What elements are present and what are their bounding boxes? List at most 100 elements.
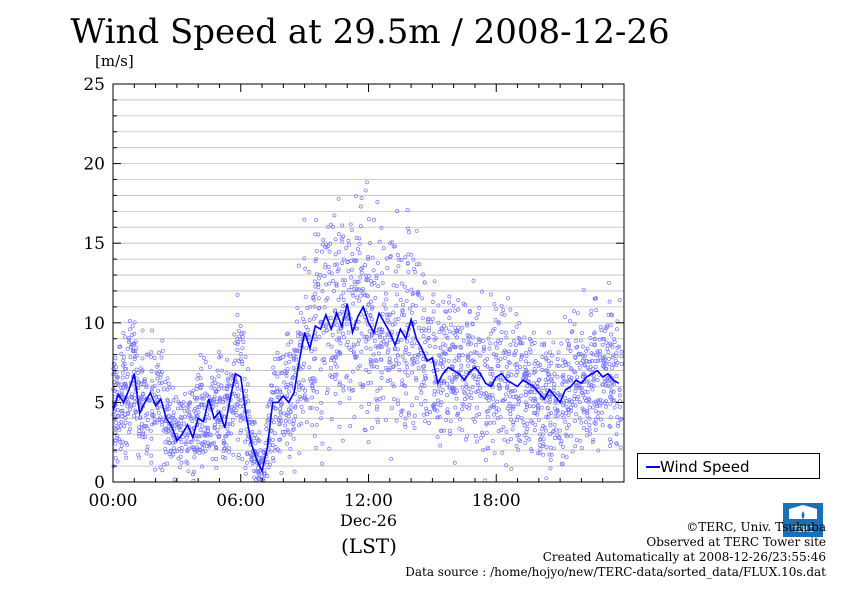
scatter-point (564, 404, 569, 409)
scatter-point (591, 437, 596, 442)
scatter-point (251, 468, 256, 473)
scatter-point (283, 419, 288, 424)
scatter-point (506, 296, 510, 301)
scatter-point (314, 272, 319, 277)
scatter-point (550, 353, 554, 358)
scatter-point (437, 414, 442, 419)
scatter-point (448, 346, 452, 351)
scatter-point (454, 396, 459, 401)
scatter-point (322, 274, 327, 279)
scatter-point (450, 379, 455, 384)
scatter-point (366, 440, 371, 445)
scatter-point (506, 371, 511, 376)
scatter-point (330, 224, 335, 229)
scatter-point (507, 388, 512, 393)
scatter-point (575, 344, 580, 349)
scatter-point (313, 259, 318, 264)
scatter-point (362, 293, 367, 298)
scatter-point (312, 357, 317, 362)
scatter-point (578, 338, 583, 343)
scatter-point (484, 391, 489, 396)
scatter-point (448, 419, 453, 424)
scatter-point (609, 395, 614, 400)
scatter-point (307, 318, 312, 322)
scatter-point (487, 395, 492, 400)
scatter-point (127, 319, 132, 323)
scatter-point (532, 341, 537, 345)
scatter-point (113, 448, 118, 453)
scatter-point (445, 381, 450, 386)
scatter-point (234, 394, 239, 398)
scatter-point (404, 345, 408, 350)
scatter-point (390, 329, 395, 334)
scatter-point (391, 365, 396, 370)
scatter-point (573, 403, 578, 408)
scatter-point (393, 317, 398, 322)
scatter-point (594, 399, 599, 404)
scatter-point (607, 424, 612, 428)
scatter-point (112, 394, 117, 399)
scatter-point (521, 420, 526, 425)
scatter-point (513, 362, 518, 367)
scatter-point (407, 352, 412, 357)
scatter-point (127, 340, 132, 345)
scatter-point (408, 306, 413, 311)
scatter-point (119, 443, 124, 448)
scatter-point (333, 376, 338, 381)
scatter-point (312, 376, 317, 381)
scatter-point (552, 385, 557, 390)
scatter-point (536, 403, 541, 408)
scatter-point (589, 312, 593, 317)
y-tick-label: 25 (83, 75, 105, 95)
scatter-point (596, 448, 601, 453)
scatter-point (339, 309, 344, 314)
scatter-point (383, 365, 388, 370)
scatter-point (174, 395, 179, 400)
scatter-point (279, 402, 284, 407)
scatter-point (582, 362, 587, 367)
scatter-point (469, 390, 474, 395)
scatter-point (441, 351, 446, 356)
scatter-point (385, 379, 390, 384)
scatter-point (144, 451, 149, 456)
scatter-point (200, 424, 205, 429)
scatter-point (582, 356, 587, 361)
scatter-point (161, 387, 166, 392)
x-axis-ticks: 00:00 06:00 12:00 18:00 (89, 84, 604, 511)
scatter-point (375, 388, 380, 393)
scatter-point (439, 361, 444, 366)
scatter-point (448, 385, 453, 390)
scatter-point (514, 444, 519, 449)
scatter-point (369, 282, 374, 287)
scatter-point (368, 313, 373, 318)
scatter-point (226, 431, 231, 435)
scatter-point (366, 402, 371, 406)
scatter-point (333, 392, 338, 396)
scatter-point (536, 408, 541, 413)
scatter-point (341, 298, 346, 302)
scatter-point (299, 421, 304, 426)
scatter-point (400, 312, 404, 317)
scatter-point (400, 354, 405, 359)
scatter-point (359, 270, 364, 275)
scatter-point (235, 347, 240, 352)
scatter-point (537, 377, 542, 382)
scatter-point (586, 359, 591, 364)
scatter-point (441, 380, 446, 385)
scatter-point (169, 454, 174, 459)
scatter-point (602, 359, 607, 364)
scatter-point (227, 450, 232, 454)
scatter-point (573, 419, 578, 424)
scatter-point (285, 366, 290, 371)
scatter-point (393, 244, 398, 249)
scatter-point (476, 383, 481, 388)
scatter-point (555, 413, 560, 418)
scatter-point (447, 329, 452, 334)
scatter-point (127, 338, 131, 343)
scatter-point (515, 418, 519, 423)
scatter-point (155, 406, 160, 411)
scatter-point (124, 366, 129, 371)
credit-copyright: ©TERC, Univ. Tsukuba (686, 520, 826, 534)
scatter-point (594, 308, 599, 313)
scatter-point (544, 445, 549, 450)
